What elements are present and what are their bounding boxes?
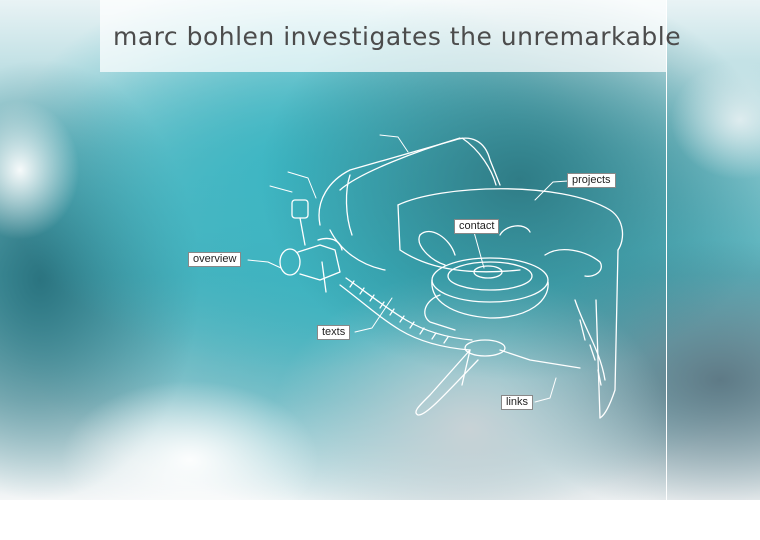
label-leader-lines <box>247 134 569 403</box>
stove-legs-drawing <box>415 339 581 416</box>
fuel-hose-drawing <box>339 277 473 351</box>
nav-link-links[interactable]: links <box>501 395 534 410</box>
valve-drawing <box>279 199 343 293</box>
burner-drawing <box>418 225 602 331</box>
nav-link-contact[interactable]: contact <box>454 219 500 234</box>
nav-link-texts[interactable]: texts <box>317 325 351 340</box>
windscreen-drawing <box>397 188 624 419</box>
camping-stove-illustration <box>0 0 760 500</box>
header-band <box>100 0 666 72</box>
nav-link-projects[interactable]: projects <box>567 173 616 188</box>
site-title: marc bohlen investigates the unremarkabl… <box>113 22 682 51</box>
vertical-divider <box>666 0 667 500</box>
gas-canister-drawing <box>318 137 501 271</box>
nav-link-overview[interactable]: overview <box>188 252 242 267</box>
